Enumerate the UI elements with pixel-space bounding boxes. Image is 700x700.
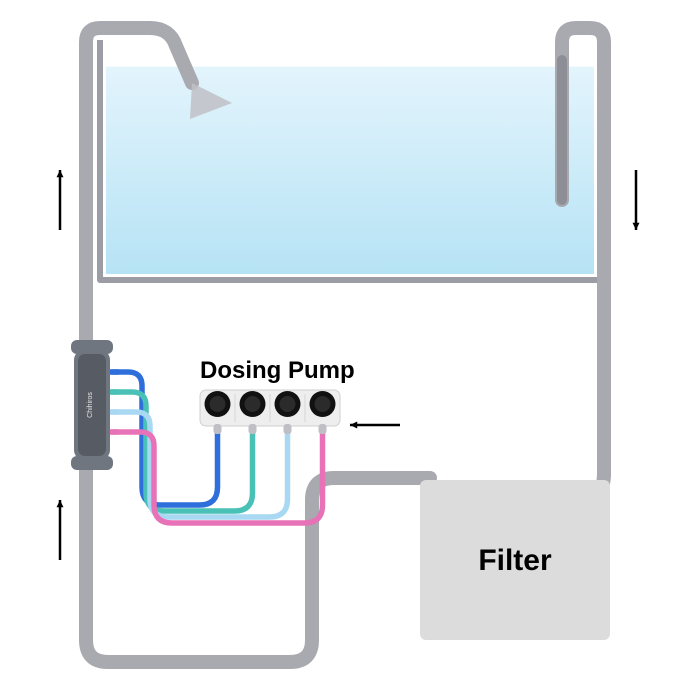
manifold-brand-label: Chihiros (87, 392, 94, 418)
filter-label: Filter (478, 544, 552, 577)
tank-water (106, 66, 594, 274)
dosing-pump-label: Dosing Pump (200, 357, 355, 384)
